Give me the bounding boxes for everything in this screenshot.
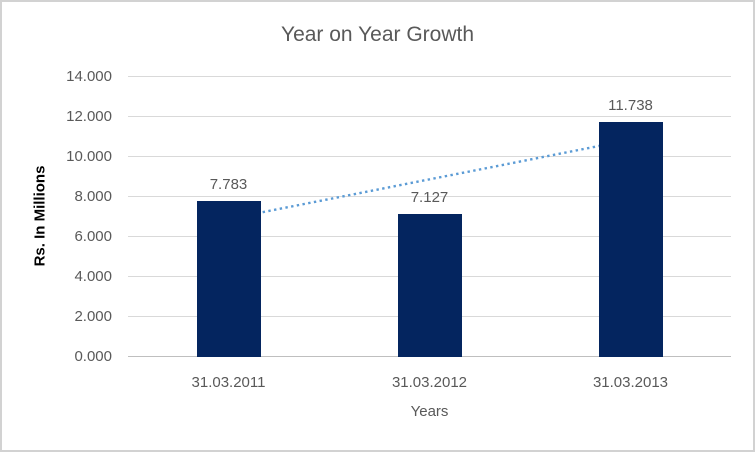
bar [196,201,261,357]
gridline [128,196,731,197]
chart-title: Year on Year Growth [280,23,475,46]
y-tick-label: 2.000 [74,308,112,325]
x-category-label: 31.03.2012 [391,374,468,391]
trendline-segment [228,138,631,221]
y-tick-label: 0.000 [74,348,112,365]
x-category-label: 31.03.2011 [191,374,266,391]
y-tick-label: 8.000 [74,188,112,205]
y-axis-title: Rs. In Millions [31,165,49,267]
y-tick-label: 14.000 [66,68,112,85]
gridline [128,116,731,117]
bar [598,122,663,357]
y-tick-label: 10.000 [66,148,112,165]
plot-area: 7.783 7.127 11.738 [128,76,731,357]
y-tick-label: 6.000 [74,228,112,245]
bar-value-label: 7.127 [410,189,449,207]
trendline [228,138,631,221]
bar [397,214,462,357]
y-tick-label: 12.000 [66,108,112,125]
bar-value-label: 11.738 [608,97,653,115]
x-axis-title: Years [410,403,449,420]
bar-value-label: 7.783 [209,176,248,194]
y-tick-label: 4.000 [74,268,112,285]
gridline [128,76,731,77]
x-category-label: 31.03.2013 [592,374,669,391]
gridline [128,156,731,157]
